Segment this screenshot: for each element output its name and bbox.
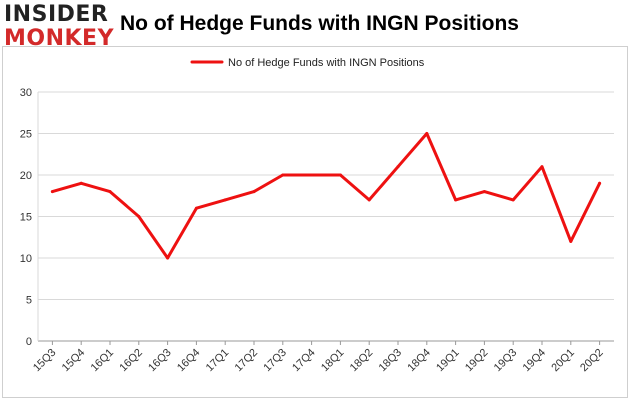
x-tick-label: 16Q3 xyxy=(146,347,174,375)
chart-frame xyxy=(2,46,628,398)
x-tick-label: 18Q3 xyxy=(377,347,405,375)
data-point xyxy=(569,239,573,243)
x-tick-label: 17Q3 xyxy=(261,347,289,375)
x-tick-label: 16Q2 xyxy=(117,347,145,375)
data-point xyxy=(367,198,371,202)
series-line xyxy=(50,132,602,260)
logo-text-insider: INSIDER xyxy=(4,2,109,27)
y-tick-label: 5 xyxy=(26,295,32,307)
x-tick-label: 15Q4 xyxy=(60,347,88,375)
x-tick-label: 15Q3 xyxy=(31,347,59,375)
x-tick-label: 20Q1 xyxy=(549,347,577,375)
x-tick-label: 18Q4 xyxy=(405,347,433,375)
x-tick-label: 20Q2 xyxy=(578,347,606,375)
x-tick-label: 18Q1 xyxy=(319,347,347,375)
data-point xyxy=(540,165,544,169)
data-point xyxy=(598,181,602,185)
chart-title: No of Hedge Funds with INGN Positions xyxy=(120,12,519,35)
data-point xyxy=(137,215,141,218)
data-point xyxy=(454,198,458,202)
x-tick-label: 18Q2 xyxy=(348,347,376,375)
insider-monkey-logo: INSIDER MONKEY xyxy=(4,4,116,52)
data-point xyxy=(281,173,285,177)
legend-label: No of Hedge Funds with INGN Positions xyxy=(228,57,425,69)
data-point xyxy=(338,173,342,177)
data-point xyxy=(482,190,486,194)
x-tick-label: 17Q1 xyxy=(204,347,232,375)
data-point xyxy=(396,165,400,169)
data-point xyxy=(425,132,429,135)
data-point xyxy=(252,190,256,194)
x-tick-label: 19Q4 xyxy=(521,347,549,375)
data-point xyxy=(50,190,54,194)
x-tick-label: 19Q1 xyxy=(434,347,462,375)
data-point xyxy=(511,198,515,202)
x-tick-label: 17Q4 xyxy=(290,347,318,375)
y-tick-label: 15 xyxy=(20,212,32,224)
data-point xyxy=(223,198,227,202)
x-tick-label: 19Q2 xyxy=(463,347,491,375)
x-tick-label: 16Q4 xyxy=(175,347,203,375)
data-point xyxy=(310,173,314,177)
x-tick-label: 19Q3 xyxy=(492,347,520,375)
data-point xyxy=(79,181,83,185)
y-tick-label: 30 xyxy=(20,87,32,99)
x-tick-label: 17Q2 xyxy=(233,347,261,375)
data-point xyxy=(108,190,112,194)
data-point xyxy=(194,206,198,210)
x-tick-label: 16Q1 xyxy=(89,347,117,375)
data-point xyxy=(166,256,170,260)
y-tick-label: 20 xyxy=(20,170,32,182)
y-tick-label: 25 xyxy=(20,129,32,141)
y-tick-label: 0 xyxy=(26,336,32,348)
logo-text-monkey: MONKEY xyxy=(4,26,115,51)
y-tick-label: 10 xyxy=(20,253,32,265)
